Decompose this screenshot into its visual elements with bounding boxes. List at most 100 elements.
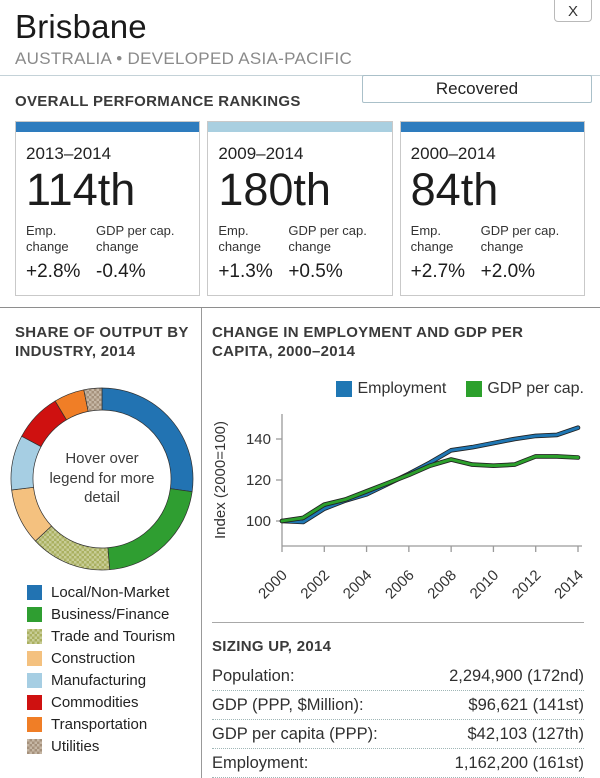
chart-legend-item[interactable]: GDP per cap. [466,380,584,398]
recovery-status-button[interactable]: Recovered [362,75,592,103]
sizing-row: GDP (PPP, $Million): $96,621 (141st) [212,691,584,720]
emp-change-label: Emp. change [218,222,261,254]
donut-segment[interactable] [101,387,194,492]
industry-legend-item[interactable]: Commodities [27,694,195,711]
page-title: Brisbane [15,8,147,45]
close-button[interactable]: X [554,0,592,22]
series-line[interactable] [280,454,580,522]
sizing-row-label: Employment: [212,754,309,772]
ranking-card-2000-2014: 2000–2014 84th Emp. change +2.7% GDP per… [399,120,585,296]
ranking-card-2013-2014: 2013–2014 114th Emp. change +2.8% GDP pe… [15,120,201,296]
sizing-up-section: SIZING UP, 2014 Population: 2,294,900 (17… [212,621,584,778]
sizing-row: Population: 2,294,900 (172nd) [212,662,584,691]
header-divider: Recovered [0,75,600,103]
panel-header: Brisbane AUSTRALIA • DEVELOPED ASIA-PACI… [0,0,600,69]
legend-swatch [466,380,483,397]
industry-legend-item[interactable]: Manufacturing [27,672,195,689]
sizing-heading: SIZING UP, 2014 [212,637,332,655]
industry-legend-item[interactable]: Business/Finance [27,606,195,623]
employment-gdp-line-chart[interactable]: 100 120 140 2000 2002 2004 2006 2008 2010 2012 201… [212,400,587,610]
y-tick-label: 120 [246,472,271,489]
series-line[interactable] [280,425,580,523]
industry-share-section: SHARE OF OUTPUT BY INDUSTRY, 2014 Hover … [0,307,202,778]
gdp-change-label: GDP per cap. change [480,222,560,254]
y-axis-label: Index (2000=100) [212,420,229,538]
legend-label: Commodities [51,693,139,711]
gdp-change-value: +2.0% [480,260,536,282]
legend-swatch [27,606,42,622]
legend-swatch [27,584,42,600]
sizing-row-label: Population: [212,667,295,685]
legend-label: GDP per cap. [487,379,584,397]
legend-swatch [27,716,42,732]
emp-change-label: Emp. change [410,222,454,254]
x-tick-label: 2000 [255,566,291,602]
legend-label: Employment [357,379,447,397]
legend-swatch [27,672,42,688]
ranking-cards: 2013–2014 114th Emp. change +2.8% GDP pe… [15,120,585,296]
legend-swatch [27,628,42,644]
legend-label: Manufacturing [51,671,147,689]
emp-change-label: Emp. change [26,222,69,254]
gdp-change-label: GDP per cap. change [288,222,367,254]
card-period: 2009–2014 [218,143,304,163]
sizing-row-value: $42,103 (127th) [467,725,584,743]
donut-segment[interactable] [34,525,111,570]
industry-legend-item[interactable]: Utilities [27,738,195,755]
card-accent-strip [16,121,200,132]
card-rank: 114th [26,163,136,215]
sizing-table: Population: 2,294,900 (172nd) GDP (PPP, $M… [212,662,584,778]
industry-legend-item[interactable]: Construction [27,650,195,667]
x-tick-label: 2012 [509,566,545,602]
emp-change-value: +2.8% [26,260,81,282]
card-period: 2000–2014 [410,143,496,163]
card-rank: 180th [218,163,331,215]
industry-legend: Local/Non-Market Business/Finance Trade an… [15,584,195,755]
x-tick-label: 2014 [551,566,584,602]
x-tick-label: 2008 [424,566,460,602]
donut-segment[interactable] [83,387,103,412]
legend-label: Transportation [51,715,148,733]
legend-swatch [336,380,353,397]
donut-segment[interactable] [107,487,193,570]
y-tick-label: 100 [246,513,271,530]
emp-change-value: +1.3% [218,260,273,282]
legend-label: Local/Non-Market [51,583,170,601]
ranking-card-2009-2014: 2009–2014 180th Emp. change +1.3% GDP pe… [207,120,393,296]
card-period: 2013–2014 [26,143,112,163]
card-accent-strip [400,121,584,132]
legend-label: Trade and Tourism [51,627,176,645]
employment-chart-heading: CHANGE IN EMPLOYMENT AND GDP PER CAPITA,… [212,323,524,361]
legend-label: Construction [51,649,136,667]
x-tick-label: 2004 [340,566,376,602]
gdp-change-value: +0.5% [288,260,343,282]
employment-gdp-section: CHANGE IN EMPLOYMENT AND GDP PER CAPITA,… [202,308,600,778]
industry-legend-item[interactable]: Local/Non-Market [27,584,195,601]
industry-heading: SHARE OF OUTPUT BY INDUSTRY, 2014 [15,323,189,361]
legend-swatch [27,650,42,666]
legend-swatch [27,738,42,754]
sizing-row-label: GDP (PPP, $Million): [212,696,364,714]
sizing-row-label: GDP per capita (PPP): [212,725,378,743]
y-tick-label: 140 [246,431,271,448]
x-tick-label: 2002 [297,566,333,602]
sizing-row-value: 2,294,900 (172nd) [449,667,584,685]
sizing-row-value: 1,162,200 (161st) [454,754,584,772]
sizing-row: GDP per capita (PPP): $42,103 (127th) [212,720,584,749]
legend-label: Utilities [51,737,100,755]
sizing-row: Employment: 1,162,200 (161st) [212,749,584,778]
x-tick-label: 2006 [382,566,418,602]
gdp-change-value: -0.4% [96,260,146,282]
section-divider [0,306,600,308]
rankings-heading: OVERALL PERFORMANCE RANKINGS [15,93,301,111]
sizing-row-value: $96,621 (141st) [468,696,584,714]
emp-change-value: +2.7% [410,260,466,282]
overall-performance-rankings-section: OVERALL PERFORMANCE RANKINGS 2013–2014 1… [0,78,600,296]
chart-legend-item[interactable]: Employment [336,380,446,398]
industry-legend-item[interactable]: Trade and Tourism [27,628,195,645]
legend-label: Business/Finance [51,605,170,623]
donut-ring[interactable] [9,386,195,577]
industry-legend-item[interactable]: Transportation [27,716,195,733]
legend-swatch [27,694,42,710]
industry-donut-chart[interactable]: Hover over legend for more detail [9,386,195,572]
